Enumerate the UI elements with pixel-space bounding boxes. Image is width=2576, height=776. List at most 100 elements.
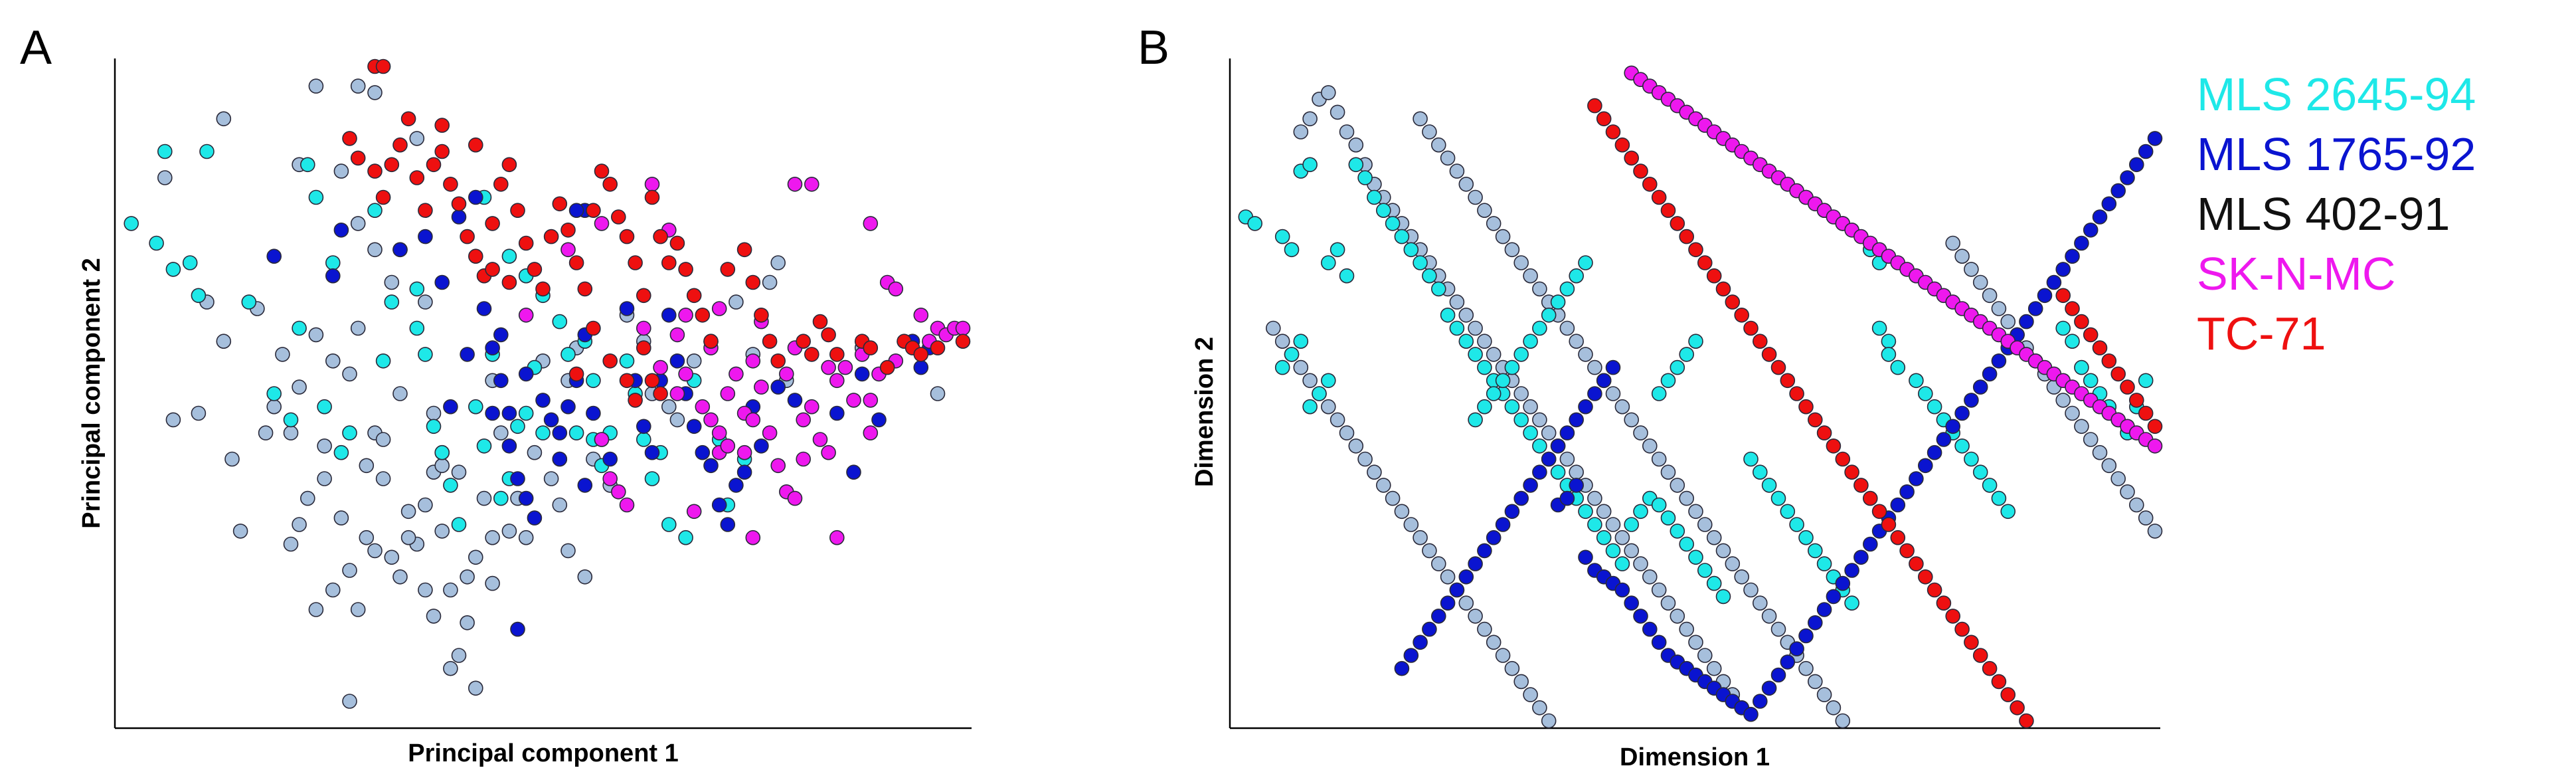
scatter-point-tc-71 — [527, 262, 543, 277]
scatter-point-mls-402-91 — [1293, 124, 1309, 140]
scatter-point-mls-402-91 — [1532, 281, 1547, 297]
scatter-point-tc-71 — [468, 248, 483, 264]
scatter-point-tc-71 — [1871, 504, 1887, 520]
scatter-point-tc-71 — [434, 144, 450, 159]
scatter-point-mls-402-91 — [1991, 301, 2007, 316]
scatter-point-mls-1765-92 — [527, 510, 543, 526]
scatter-point-mls-402-91 — [1339, 425, 1355, 440]
scatter-point-mls-2645-94 — [1578, 504, 1593, 520]
scatter-point-tc-71 — [1991, 674, 2007, 690]
scatter-point-mls-2645-94 — [586, 373, 601, 389]
scatter-point-mls-402-91 — [1633, 425, 1648, 440]
scatter-point-mls-2645-94 — [149, 235, 164, 251]
scatter-point-mls-402-91 — [342, 366, 357, 382]
scatter-point-mls-2645-94 — [1881, 334, 1897, 349]
scatter-point-mls-2645-94 — [283, 412, 299, 428]
scatter-point-mls-2645-94 — [1513, 412, 1529, 428]
scatter-point-tc-71 — [1798, 399, 1814, 415]
scatter-point-mls-402-91 — [1385, 490, 1401, 506]
scatter-point-mls-1765-92 — [1596, 373, 1612, 389]
scatter-point-mls-2645-94 — [1559, 281, 1575, 297]
scatter-point-mls-1765-92 — [1468, 556, 1483, 571]
scatter-point-mls-1765-92 — [2083, 222, 2099, 238]
scatter-point-tc-71 — [653, 386, 668, 401]
scatter-point-mls-2645-94 — [2138, 373, 2154, 389]
scatter-point-mls-2645-94 — [1458, 334, 1474, 349]
scatter-point-tc-71 — [1770, 359, 1786, 375]
scatter-point-mls-2645-94 — [568, 425, 584, 440]
scatter-point-mls-402-91 — [1651, 582, 1667, 598]
scatter-point-mls-2645-94 — [1954, 438, 1970, 454]
scatter-point-mls-1765-92 — [485, 340, 500, 355]
scatter-point-tc-71 — [602, 353, 618, 369]
scatter-point-mls-402-91 — [409, 131, 425, 146]
scatter-point-mls-402-91 — [1266, 320, 1281, 336]
scatter-point-mls-402-91 — [2074, 419, 2089, 435]
scatter-point-sk-n-mc — [644, 176, 660, 192]
scatter-point-mls-1765-92 — [871, 412, 887, 428]
scatter-point-mls-2645-94 — [1431, 281, 1446, 297]
scatter-point-mls-1765-92 — [543, 412, 559, 428]
scatter-point-tc-71 — [762, 334, 778, 349]
scatter-point-mls-402-91 — [762, 274, 778, 290]
scatter-point-mls-2645-94 — [124, 216, 139, 231]
scatter-point-mls-402-91 — [1826, 700, 1842, 716]
scatter-point-sk-n-mc — [787, 490, 803, 506]
scatter-point-sk-n-mc — [796, 412, 811, 428]
scatter-point-sk-n-mc — [736, 444, 752, 460]
scatter-point-mls-1765-92 — [1991, 353, 2007, 369]
scatter-point-tc-71 — [434, 118, 450, 133]
scatter-point-mls-1765-92 — [695, 444, 711, 460]
scatter-point-mls-402-91 — [1532, 412, 1547, 428]
scatter-point-mls-2645-94 — [1918, 386, 1933, 401]
scatter-point-mls-402-91 — [2147, 524, 2163, 539]
scatter-point-mls-402-91 — [1670, 609, 1685, 624]
scatter-point-tc-71 — [913, 347, 929, 362]
scatter-point-tc-71 — [610, 209, 626, 225]
scatter-point-mls-2645-94 — [1348, 157, 1364, 173]
scatter-point-mls-402-91 — [1945, 235, 1960, 251]
scatter-point-tc-71 — [1927, 582, 1942, 598]
scatter-point-mls-402-91 — [1624, 412, 1639, 428]
scatter-point-mls-1765-92 — [1770, 667, 1786, 683]
scatter-point-mls-2645-94 — [1367, 189, 1382, 205]
scatter-point-tc-71 — [384, 157, 400, 173]
scatter-point-mls-2645-94 — [1247, 216, 1262, 231]
scatter-point-mls-1765-92 — [1486, 530, 1502, 545]
scatter-point-mls-402-91 — [1413, 530, 1428, 545]
scatter-point-tc-71 — [1624, 150, 1639, 166]
scatter-point-mls-2645-94 — [1422, 268, 1437, 284]
scatter-point-mls-1765-92 — [1899, 484, 1915, 500]
scatter-point-mls-402-91 — [1486, 634, 1502, 650]
scatter-point-mls-2645-94 — [1468, 347, 1483, 362]
scatter-point-tc-71 — [1587, 98, 1602, 114]
scatter-point-mls-402-91 — [258, 425, 274, 440]
scatter-point-tc-71 — [443, 176, 458, 192]
scatter-point-tc-71 — [1954, 621, 1970, 637]
scatter-point-tc-71 — [1614, 137, 1630, 153]
scatter-point-tc-71 — [821, 327, 836, 343]
scatter-point-sk-n-mc — [720, 438, 736, 454]
scatter-point-mls-402-91 — [1715, 543, 1731, 559]
scatter-point-tc-71 — [2010, 700, 2025, 716]
scatter-point-mls-402-91 — [333, 510, 349, 526]
scatter-point-mls-402-91 — [1348, 438, 1364, 454]
scatter-point-mls-2645-94 — [1964, 451, 1979, 467]
scatter-point-mls-2645-94 — [1972, 464, 1988, 480]
scatter-point-tc-71 — [1633, 163, 1648, 179]
scatter-point-mls-2645-94 — [1780, 504, 1796, 520]
scatter-point-sk-n-mc — [711, 425, 727, 440]
scatter-point-tc-71 — [586, 203, 601, 219]
scatter-point-sk-n-mc — [796, 451, 811, 467]
scatter-point-mls-402-91 — [1651, 451, 1667, 467]
scatter-point-mls-2645-94 — [1532, 438, 1547, 454]
scatter-point-mls-1765-92 — [644, 444, 660, 460]
scatter-point-mls-2645-94 — [384, 294, 400, 310]
scatter-point-mls-1765-92 — [2027, 301, 2043, 316]
scatter-point-mls-402-91 — [1431, 556, 1446, 571]
scatter-point-mls-1765-92 — [1403, 648, 1419, 663]
scatter-point-sk-n-mc — [770, 458, 786, 474]
scatter-point-sk-n-mc — [669, 327, 685, 343]
scatter-point-mls-402-91 — [367, 543, 383, 559]
scatter-point-mls-1765-92 — [2019, 314, 2034, 330]
